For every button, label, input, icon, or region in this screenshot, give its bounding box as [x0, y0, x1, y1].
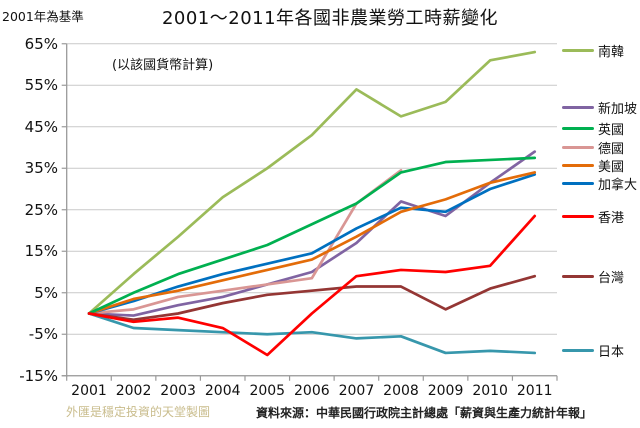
y-axis-label: 25%: [24, 200, 58, 219]
watermark: 外匯是穩定投資的天堂製圖: [66, 405, 211, 419]
legend-swatch-singapore: [562, 105, 594, 109]
chart-subtitle: (以該國貨幣計算): [112, 58, 214, 73]
legend-item-hong-kong: 香港: [562, 209, 625, 226]
legend-swatch-south-korea: [562, 48, 594, 52]
legend-swatch-japan: [562, 348, 594, 352]
series-line-germany: [87, 168, 403, 315]
y-axis-label: 15%: [24, 242, 58, 261]
series-line-canada: [87, 173, 537, 315]
legend-label-japan: 日本: [598, 344, 625, 360]
legend-label-taiwan: 台灣: [598, 270, 625, 286]
series-line-taiwan: [87, 274, 537, 322]
legend-item-south-korea: 南韓: [562, 43, 625, 60]
y-axis-label: -5%: [28, 325, 58, 344]
legend-item-singapore: 新加坡: [562, 100, 638, 117]
series-line-usa: [87, 171, 537, 315]
legend-swatch-hong-kong: [562, 214, 594, 218]
y-axis-label: 35%: [24, 159, 58, 178]
y-axis-label: -15%: [19, 366, 58, 385]
legend-label-south-korea: 南韓: [598, 44, 625, 60]
legend-swatch-germany: [562, 145, 594, 149]
x-axis-label: 2011: [516, 383, 553, 399]
legend-label-canada: 加拿大: [598, 177, 638, 193]
legend-label-usa: 美國: [598, 159, 625, 175]
legend-label-uk: 英國: [598, 122, 625, 138]
legend-item-japan: 日本: [562, 343, 625, 360]
legend-swatch-uk: [562, 126, 594, 130]
x-axis-label: 2009: [427, 383, 464, 399]
x-axis-label: 2010: [472, 383, 508, 399]
x-axis-label: 2008: [383, 383, 419, 399]
x-axis-label: 2005: [249, 383, 286, 399]
source-note: 資料來源：中華民國行政院主計總處「薪資與生產力統計年報」: [256, 406, 593, 420]
x-axis-label: 2003: [160, 383, 196, 399]
legend-item-germany: 德國: [562, 140, 625, 157]
legend-item-uk: 英國: [562, 121, 625, 138]
legend-item-canada: 加拿大: [562, 176, 638, 193]
series-line-hong-kong: [87, 214, 537, 357]
chart-title: 2001～2011年各國非農業勞工時薪變化: [161, 8, 499, 29]
legend-item-taiwan: 台灣: [562, 269, 625, 286]
legend-item-usa: 美國: [562, 158, 625, 175]
series-line-uk: [87, 156, 537, 315]
x-axis-label: 2006: [294, 383, 330, 399]
series-line-south-korea: [87, 50, 537, 315]
legend-swatch-taiwan: [562, 274, 594, 278]
y-axis-label: 65%: [24, 34, 58, 53]
y-axis-label: 45%: [24, 117, 58, 136]
legend-swatch-canada: [562, 181, 594, 185]
legend-label-germany: 德國: [598, 141, 625, 157]
legend-swatch-usa: [562, 163, 594, 167]
y-axis-label: 55%: [24, 76, 58, 95]
x-axis-label: 2002: [115, 383, 152, 399]
series-line-japan: [87, 312, 537, 355]
legend-label-singapore: 新加坡: [598, 101, 638, 117]
y-axis-label: 5%: [34, 283, 58, 302]
legend-label-hong-kong: 香港: [598, 210, 625, 226]
x-axis-label: 2001: [71, 383, 107, 399]
x-axis-label: 2007: [338, 383, 375, 399]
x-axis-label: 2004: [204, 383, 241, 399]
baseline-note: 2001年為基準: [2, 9, 84, 24]
